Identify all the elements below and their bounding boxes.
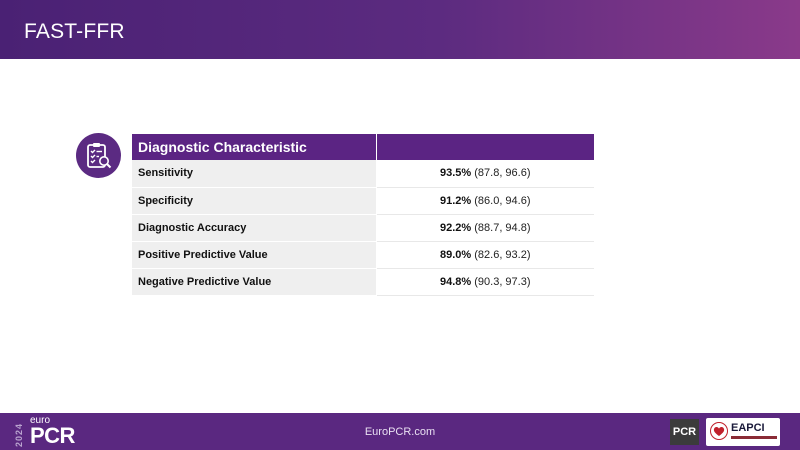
table-header-row: Diagnostic Characteristic xyxy=(132,134,594,160)
row-label: Specificity xyxy=(132,187,377,215)
europcr-link[interactable]: EuroPCR.com xyxy=(364,426,436,438)
title-bar: FAST-FFR xyxy=(0,0,800,59)
row-value: 92.2% (88.7, 94.8) xyxy=(376,214,594,242)
clipboard-checklist-icon xyxy=(76,133,121,178)
page-title: FAST-FFR xyxy=(24,20,125,43)
row-value: 89.0% (82.6, 93.2) xyxy=(376,241,594,269)
row-value: 91.2% (86.0, 94.6) xyxy=(376,187,594,215)
row-ci: (82.6, 93.2) xyxy=(471,248,531,261)
europcr-logo: PCR xyxy=(30,423,75,448)
euro-label: euro xyxy=(30,415,51,426)
row-label: Positive Predictive Value xyxy=(132,241,377,269)
eapci-logo: EAPCI xyxy=(706,418,780,446)
table-row: Positive Predictive Value 89.0% (82.6, 9… xyxy=(132,241,594,269)
row-ci: (88.7, 94.8) xyxy=(471,221,531,234)
eapci-label: EAPCI xyxy=(731,422,765,434)
row-ci: (86.0, 94.6) xyxy=(471,194,531,207)
diagnostic-table: Diagnostic Characteristic Sensitivity 93… xyxy=(132,134,594,296)
heart-icon xyxy=(710,422,728,440)
table-header-value xyxy=(375,134,594,160)
row-percent: 91.2% xyxy=(439,194,472,207)
row-value: 93.5% (87.8, 96.6) xyxy=(376,160,594,188)
table-row: Sensitivity 93.5% (87.8, 96.6) xyxy=(132,160,594,188)
footer-bar: 2024 euro PCR EuroPCR.com xyxy=(0,413,800,450)
row-percent: 92.2% xyxy=(439,221,472,234)
table-row: Diagnostic Accuracy 92.2% (88.7, 94.8) xyxy=(132,214,594,242)
row-percent: 93.5% xyxy=(439,167,472,180)
row-label: Sensitivity xyxy=(132,160,377,188)
eapci-subline xyxy=(731,436,777,439)
row-value: 94.8% (90.3, 97.3) xyxy=(376,268,594,296)
table-row: Negative Predictive Value 94.8% (90.3, 9… xyxy=(132,268,594,296)
row-percent: 94.8% xyxy=(439,275,472,288)
table-row: Specificity 91.2% (86.0, 94.6) xyxy=(132,187,594,215)
row-label: Diagnostic Accuracy xyxy=(132,214,377,242)
row-percent: 89.0% xyxy=(439,248,472,261)
row-ci: (87.8, 96.6) xyxy=(471,167,531,180)
table-header-characteristic: Diagnostic Characteristic xyxy=(132,134,376,160)
row-label: Negative Predictive Value xyxy=(132,268,377,296)
row-ci: (90.3, 97.3) xyxy=(471,275,531,288)
pcr-badge-logo: PCR xyxy=(670,419,699,445)
